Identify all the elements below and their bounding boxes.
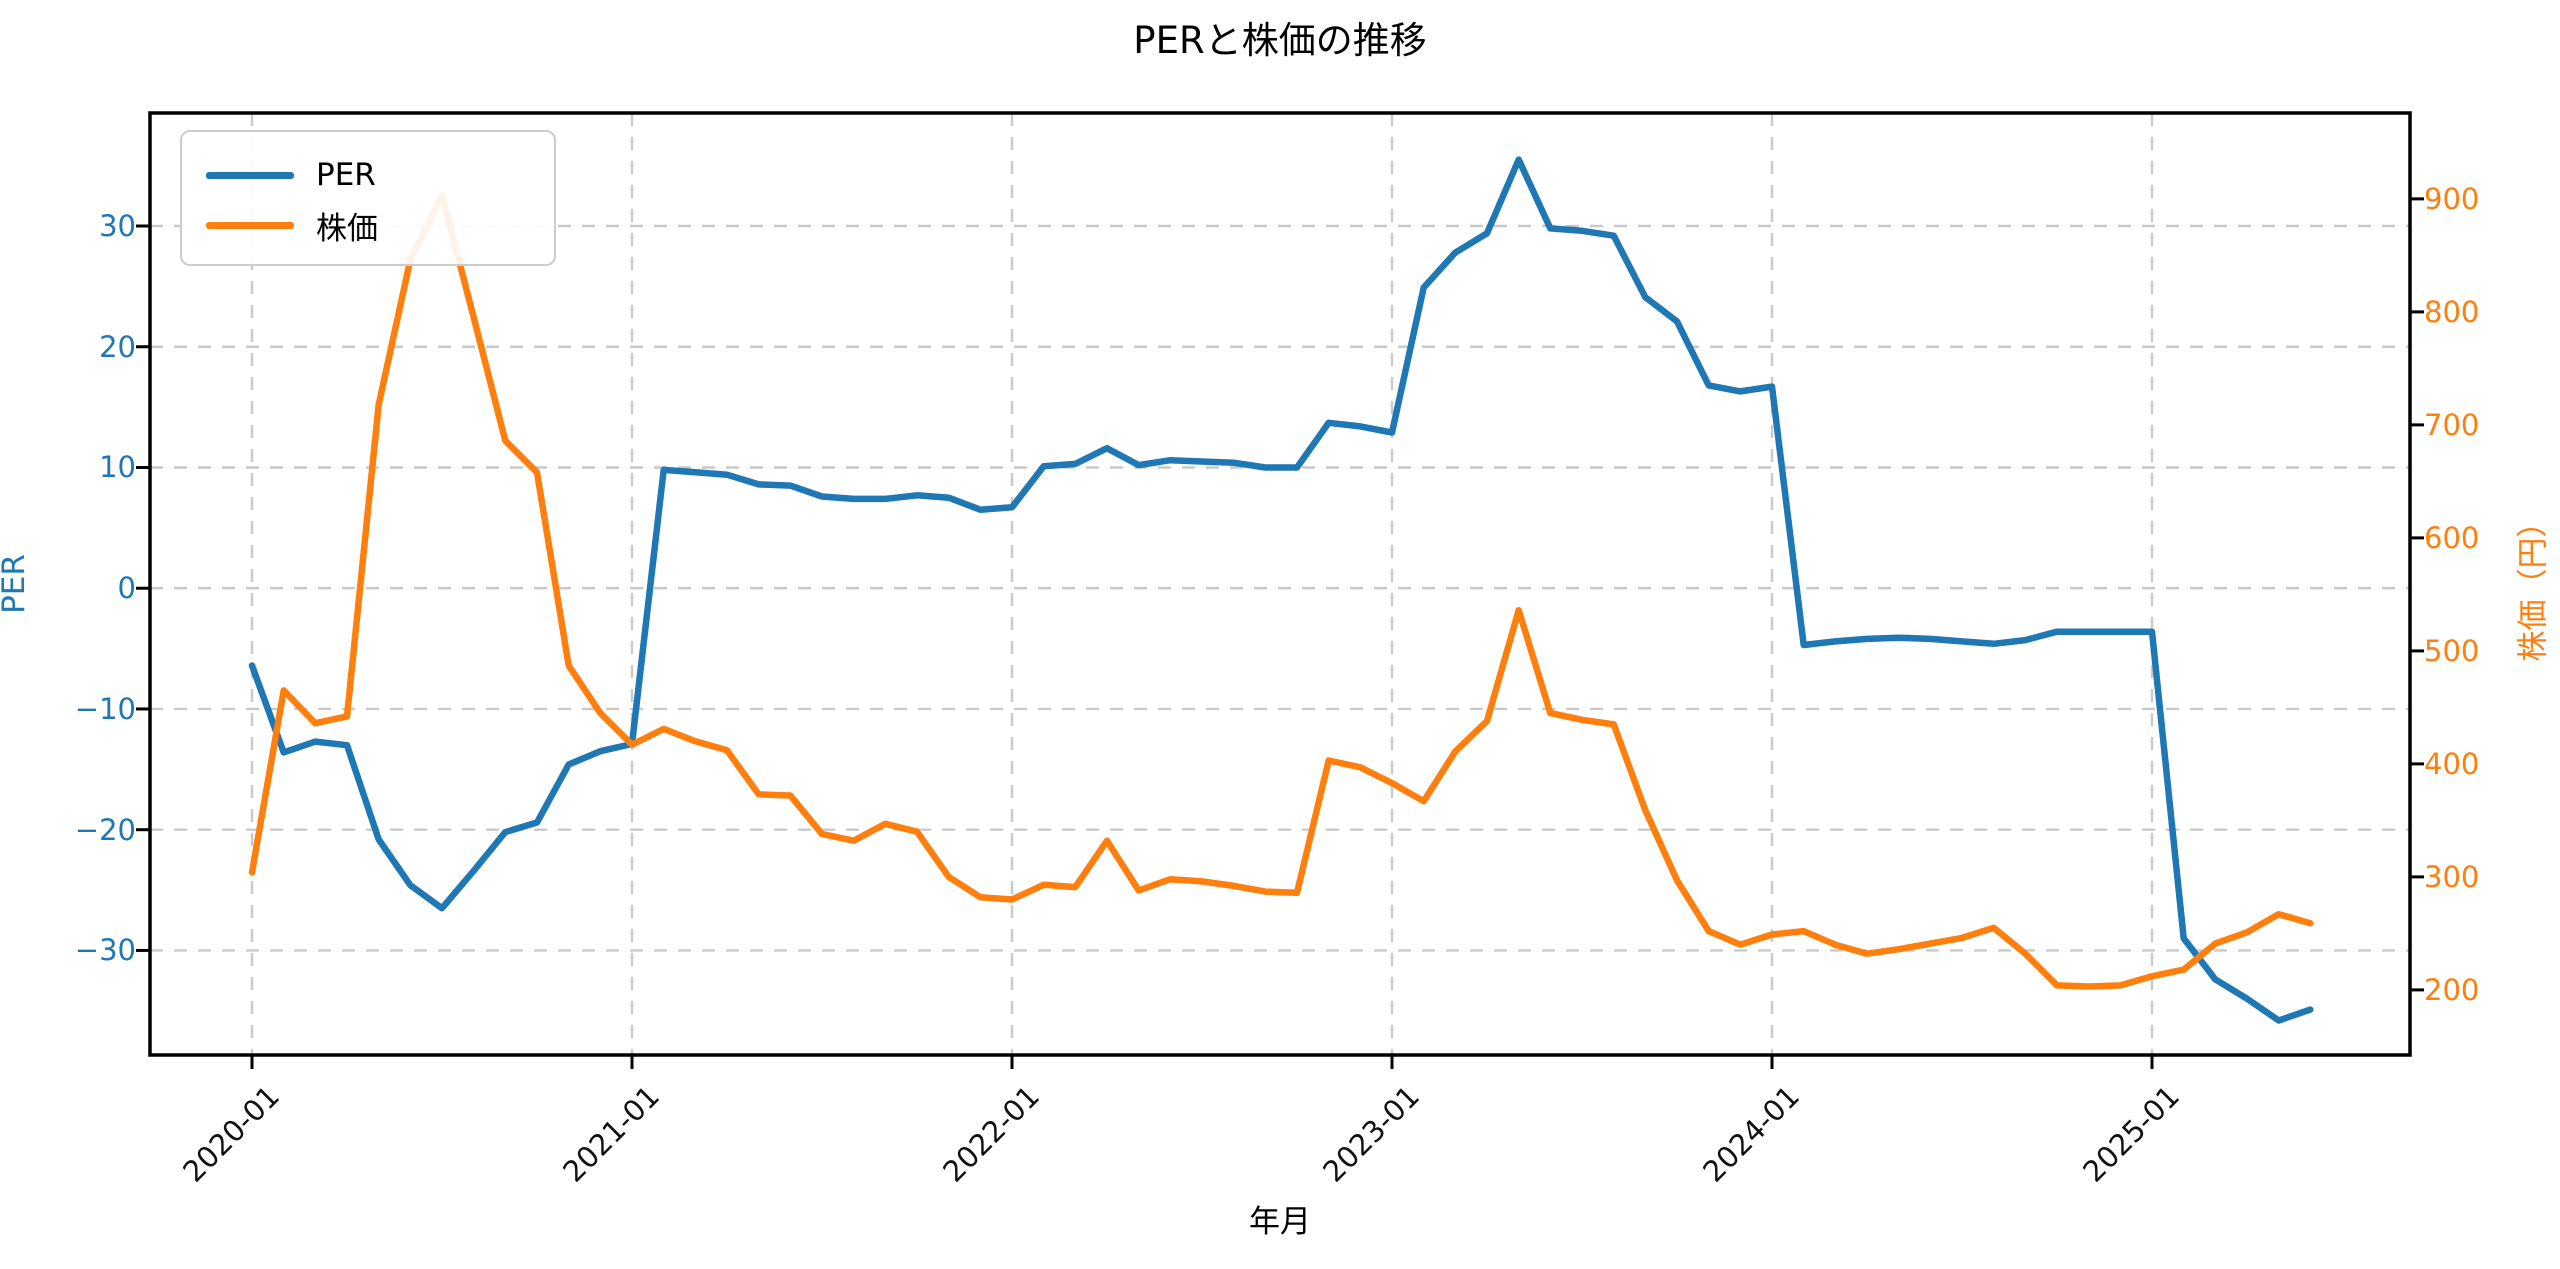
left-axis-tick-label: 30 — [99, 209, 136, 243]
right-axis-tick-label: 400 — [2424, 746, 2480, 781]
left-axis-tick-label: −20 — [74, 812, 136, 847]
right-axis-tick-label: 300 — [2424, 859, 2480, 894]
left-axis-tick-label: 0 — [117, 571, 136, 606]
chart-title: PERと株価の推移 — [1133, 19, 1427, 62]
right-y-axis-label: 株価（円） — [2515, 506, 2552, 662]
right-axis-tick-label: 900 — [2424, 181, 2480, 216]
left-axis-tick-label: 20 — [99, 329, 136, 364]
right-axis-tick-label: 700 — [2424, 407, 2480, 442]
legend-item: 株価 — [182, 200, 554, 250]
left-axis-tick-label: −10 — [74, 691, 136, 726]
right-axis-tick-label: 800 — [2424, 294, 2480, 329]
right-axis-tick-label: 600 — [2424, 520, 2480, 555]
legend-item: PER — [182, 150, 554, 200]
per-line — [248, 156, 2314, 1024]
right-axis-tick-label: 500 — [2424, 633, 2480, 668]
legend-label: PER — [316, 157, 376, 193]
right-axis-tick-label: 200 — [2424, 972, 2480, 1007]
legend-label: 株価 — [316, 210, 378, 247]
left-axis-tick-label: −30 — [74, 933, 136, 968]
plot-border — [148, 111, 2412, 1057]
x-axis-label: 年月 — [1249, 1204, 1311, 1240]
price-line — [248, 192, 2314, 990]
legend-line-swatch — [206, 221, 294, 229]
legend: PER 株価 — [180, 130, 556, 266]
left-axis-tick-label: 10 — [99, 450, 136, 485]
legend-line-swatch — [206, 171, 294, 179]
